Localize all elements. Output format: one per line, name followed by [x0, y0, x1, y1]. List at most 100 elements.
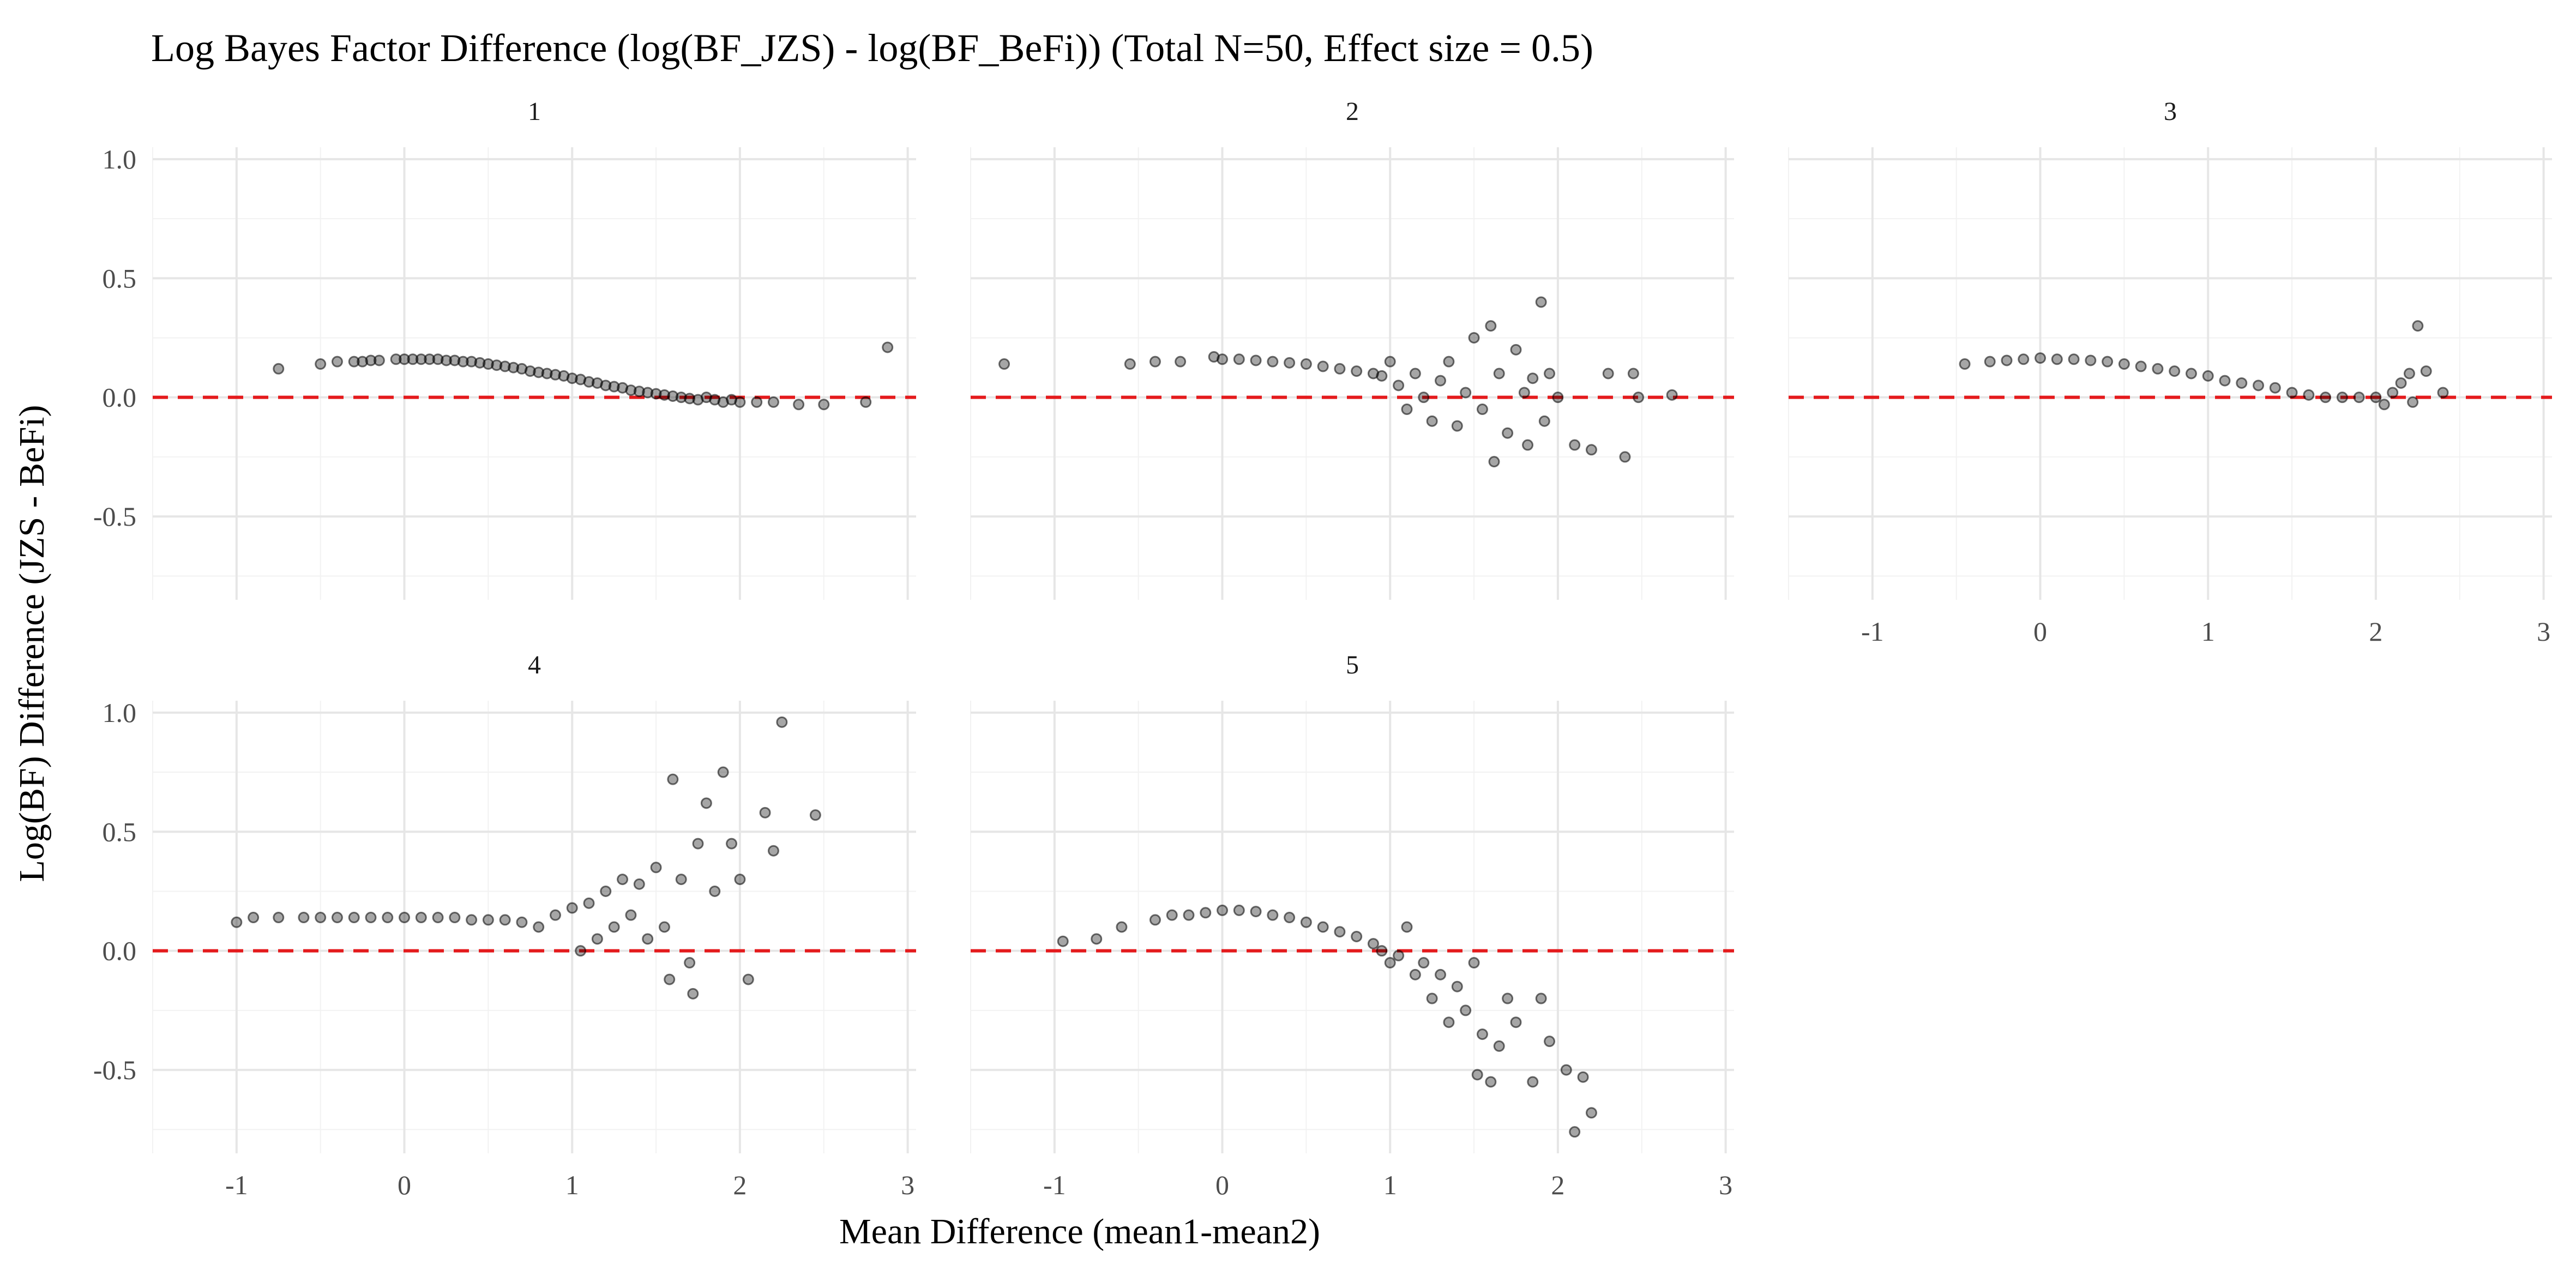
y-tick-label: 0.5	[103, 816, 137, 847]
data-point	[776, 716, 788, 728]
data-point	[2370, 392, 2382, 404]
data-point	[1267, 909, 1279, 921]
data-point	[1351, 930, 1363, 942]
data-point	[734, 396, 746, 408]
data-point	[1552, 392, 1564, 404]
data-point	[1633, 392, 1645, 404]
data-point	[315, 912, 327, 924]
facet-panel-1: 1 -0.5 0.0 0.5 1.0	[93, 97, 916, 600]
data-point	[2202, 370, 2214, 382]
y-tick-label: 0.5	[103, 263, 137, 293]
data-point	[1426, 992, 1438, 1004]
data-point	[1149, 914, 1161, 926]
data-point	[1267, 356, 1279, 368]
data-point	[331, 912, 343, 924]
facet-panel-5: 5 -1 0 1 2 3	[970, 651, 1734, 1200]
data-point	[415, 912, 427, 924]
data-point	[1384, 356, 1396, 368]
data-point	[2118, 358, 2130, 370]
data-point	[2286, 387, 2298, 399]
data-point	[717, 766, 729, 778]
y-tick-label: 1.0	[103, 697, 137, 728]
data-point	[1460, 387, 1472, 399]
data-point	[809, 809, 821, 821]
data-point	[1284, 357, 1296, 369]
data-point	[882, 341, 894, 353]
data-point	[566, 372, 578, 384]
data-point	[1300, 916, 1312, 928]
data-point	[1217, 904, 1229, 916]
data-point	[1544, 368, 1556, 380]
x-tick-label: 0	[1215, 1170, 1229, 1200]
data-point	[2068, 353, 2080, 365]
data-point	[1409, 968, 1421, 980]
data-point	[625, 909, 637, 921]
data-point	[1569, 1126, 1581, 1138]
data-point	[2378, 399, 2390, 411]
data-point	[466, 356, 478, 368]
data-point	[2001, 354, 2013, 366]
data-point	[248, 912, 260, 924]
data-point	[633, 386, 645, 398]
data-point	[457, 356, 469, 368]
data-point	[2185, 368, 2197, 380]
data-point	[1443, 356, 1455, 368]
data-point	[2336, 392, 2348, 404]
data-point	[1485, 320, 1497, 332]
data-point	[373, 354, 385, 366]
data-point	[1300, 358, 1312, 370]
data-point	[2152, 363, 2164, 375]
data-point	[1401, 921, 1413, 933]
data-point	[667, 390, 679, 402]
data-point	[1250, 354, 1262, 366]
x-tick-label: -1	[225, 1170, 248, 1200]
data-point	[449, 354, 461, 366]
data-point	[734, 874, 746, 886]
data-point	[1585, 444, 1597, 456]
data-point	[818, 399, 830, 411]
data-point	[600, 380, 612, 392]
data-point	[2135, 360, 2147, 372]
x-tick-label: 1	[565, 1170, 579, 1200]
data-point	[1418, 392, 1430, 404]
x-tick-label: 1	[2201, 616, 2215, 647]
data-point	[608, 381, 620, 393]
facet-strip-label: 5	[1346, 651, 1359, 679]
data-point	[583, 376, 595, 388]
data-point	[524, 365, 536, 377]
data-point	[1183, 909, 1195, 921]
data-point	[516, 916, 528, 928]
data-point	[625, 384, 637, 396]
data-point	[1149, 356, 1161, 368]
data-point	[2303, 389, 2315, 401]
data-point	[1460, 1004, 1472, 1016]
facet-panel-3: 3 -1 0 1 2 3	[1788, 97, 2552, 647]
facet-panel-2: 2	[970, 97, 1734, 600]
data-point	[1409, 368, 1421, 380]
x-tick-label: 3	[2537, 616, 2550, 647]
data-point	[591, 933, 603, 945]
data-point	[2403, 368, 2415, 380]
data-point	[2236, 377, 2248, 389]
data-point	[482, 358, 494, 370]
data-point	[365, 354, 377, 366]
data-point	[692, 838, 704, 850]
data-point	[491, 359, 503, 371]
data-point	[1476, 404, 1488, 416]
data-point	[1451, 980, 1463, 992]
data-point	[1443, 1016, 1455, 1028]
data-point	[1959, 358, 1971, 370]
data-point	[1510, 344, 1522, 356]
data-point	[1175, 356, 1187, 368]
data-point	[407, 353, 419, 365]
data-point	[617, 874, 629, 886]
facet-strip-label: 1	[528, 97, 541, 126]
data-point	[399, 353, 411, 365]
data-point	[1384, 957, 1396, 969]
data-point	[482, 914, 494, 926]
data-point	[2407, 396, 2419, 408]
x-tick-label: 1	[1383, 1170, 1397, 1200]
data-point	[432, 912, 444, 924]
data-point	[1376, 945, 1388, 957]
